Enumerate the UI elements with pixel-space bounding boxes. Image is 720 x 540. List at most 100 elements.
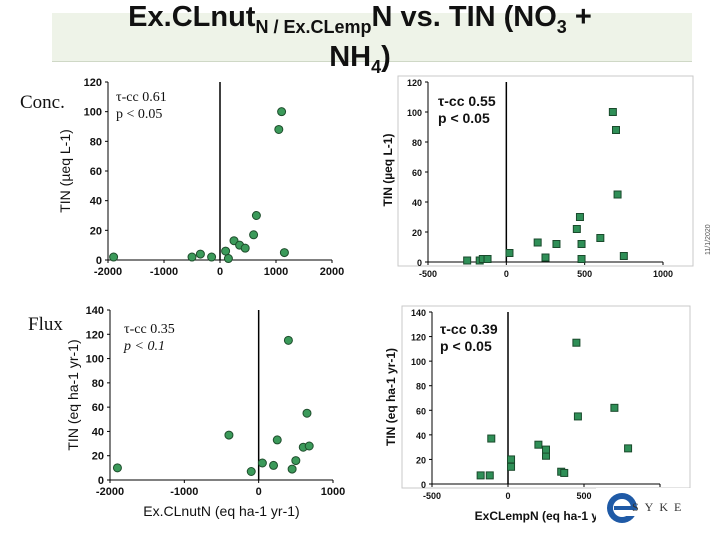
chart-br-annotation: τ-cc 0.39 xyxy=(440,321,498,337)
chart-tr-ytick-label: 120 xyxy=(407,78,422,88)
chart-tr-frame xyxy=(397,75,694,267)
chart-bl-ytick-label: 20 xyxy=(92,451,104,463)
chart-tl-point xyxy=(240,243,250,253)
chart-bl-xlabel: Ex.CLnutN (eq ha-1 yr-1) xyxy=(143,503,299,519)
chart-tr-ytick-label: 60 xyxy=(412,168,422,178)
chart-br-frame xyxy=(401,305,691,489)
chart-br-point xyxy=(560,468,569,477)
chart-tl-xtick-label: 1000 xyxy=(264,266,288,278)
syke-logo xyxy=(596,488,708,528)
chart-br-xtick-label: 500 xyxy=(576,491,591,501)
syke-logo-text: SYKE xyxy=(632,500,688,514)
chart-tl-ytick-label: 20 xyxy=(90,225,102,237)
chart-br-point xyxy=(542,445,550,454)
chart-tl-point xyxy=(221,246,231,256)
chart-tl-ytick-label: 100 xyxy=(84,107,102,119)
chart-bl-point xyxy=(224,430,234,440)
chart-bl-point xyxy=(291,456,301,466)
chart-tr-ylabel: TIN (µeq L-1) xyxy=(381,134,395,207)
chart-tl-ytick-label: 40 xyxy=(90,196,102,208)
chart-tl-point xyxy=(187,252,197,262)
chart-bl-point xyxy=(283,335,293,345)
chart-br-point xyxy=(610,403,619,412)
chart-bl-point xyxy=(246,467,256,476)
chart-tl-point xyxy=(109,252,119,262)
chart-tr-point xyxy=(552,240,561,248)
chart-tr-point xyxy=(533,238,542,247)
chart-bl-point xyxy=(112,463,122,473)
chart-tl-point xyxy=(274,124,284,134)
chart-bl-point xyxy=(272,435,282,445)
chart-br-ytick-label: 120 xyxy=(411,333,426,343)
chart-tr-point xyxy=(619,252,628,260)
chart-br-point xyxy=(573,412,582,421)
chart-bl-ytick-label: 60 xyxy=(92,402,104,414)
chart-br-point xyxy=(624,444,633,453)
chart-tr-point xyxy=(577,240,586,248)
chart-br-ytick-label: 140 xyxy=(411,308,426,318)
chart-br-ytick-label: 40 xyxy=(416,431,426,441)
chart-tr-point xyxy=(572,225,581,233)
chart-bl-point xyxy=(304,441,314,451)
chart-br-point xyxy=(507,455,516,464)
chart-bl-xtick-label: -2000 xyxy=(96,486,124,498)
chart-tr-point xyxy=(612,126,620,134)
chart-tr-point xyxy=(541,253,550,262)
chart-bl-point xyxy=(257,458,267,468)
chart-bl-ytick-label: 40 xyxy=(92,426,104,438)
chart-bl-point xyxy=(302,408,312,418)
chart-bl-ytick-label: 80 xyxy=(92,378,104,390)
chart-br-point xyxy=(534,440,543,449)
chart-bl-point xyxy=(269,460,279,470)
chart-tl-ylabel: TIN (µeq L-1) xyxy=(57,129,73,213)
chart-tr-xtick-label: 500 xyxy=(577,269,592,279)
chart-tl-xtick-label: 2000 xyxy=(320,266,344,278)
chart-tl-ytick-label: 60 xyxy=(90,166,102,178)
syke-logo-mark xyxy=(607,493,638,523)
chart-tl-point xyxy=(277,107,287,117)
chart-tl-point xyxy=(223,254,233,264)
chart-tr-xtick-label: -500 xyxy=(419,269,437,279)
chart-br-ytick-label: 80 xyxy=(416,382,426,392)
chart-tr-point xyxy=(608,108,617,116)
chart-bl-xtick-label: 0 xyxy=(256,486,262,498)
chart-tl-xtick-label: -2000 xyxy=(94,266,122,278)
row-label-conc: Conc. xyxy=(20,92,65,113)
row-label-flux: Flux xyxy=(28,314,63,335)
chart-bl-xtick-label: -1000 xyxy=(170,486,198,498)
chart-bl-ytick-label: 120 xyxy=(86,329,104,341)
chart-tl-ytick-label: 120 xyxy=(84,77,102,89)
page-title: Ex.CLnutN / Ex.CLempN vs. TIN (NO3 + NH4… xyxy=(128,1,592,77)
chart-br-annotation: p < 0.05 xyxy=(440,338,492,354)
chart-tr-ytick-label: 0 xyxy=(417,258,422,268)
chart-tr-ytick-label: 80 xyxy=(412,138,422,148)
chart-tl-ytick-label: 0 xyxy=(96,255,102,267)
chart-tl-point xyxy=(207,252,217,262)
chart-tr-ytick-label: 40 xyxy=(412,198,422,208)
chart-tr-ytick-label: 100 xyxy=(407,108,422,118)
chart-bl-point xyxy=(287,464,297,474)
chart-br-ylabel: TIN (eq ha-1 yr-1) xyxy=(384,348,398,446)
chart-br-xtick-label: 0 xyxy=(505,491,510,501)
chart-tr-point xyxy=(575,213,584,221)
chart-tr-point xyxy=(613,190,622,199)
chart-tr-point xyxy=(596,234,605,242)
chart-br-point xyxy=(572,338,581,347)
chart-tr-xtick-label: 0 xyxy=(504,269,509,279)
chart-bl-annotation: τ-cc 0.35 xyxy=(124,322,175,337)
chart-bl-ylabel: TIN (eq ha-1 yr-1) xyxy=(65,339,81,450)
chart-tl-point xyxy=(251,211,261,220)
chart-tl-point xyxy=(195,249,205,259)
chart-br-xtick-label: -500 xyxy=(423,491,441,501)
chart-br-point xyxy=(476,471,485,480)
title-bar xyxy=(52,13,692,62)
chart-bl-ytick-label: 0 xyxy=(98,475,104,487)
chart-bl-ytick-label: 100 xyxy=(86,354,104,366)
chart-tr-point xyxy=(577,255,586,263)
chart-tr-annotation: τ-cc 0.55 xyxy=(438,93,496,109)
chart-br-xlabel: ExCLempN (eq ha-1 yr-1) xyxy=(475,509,618,523)
chart-tr-point xyxy=(483,255,492,263)
chart-tl-xtick-label: 0 xyxy=(217,266,223,278)
chart-br-ytick-label: 60 xyxy=(416,406,426,416)
